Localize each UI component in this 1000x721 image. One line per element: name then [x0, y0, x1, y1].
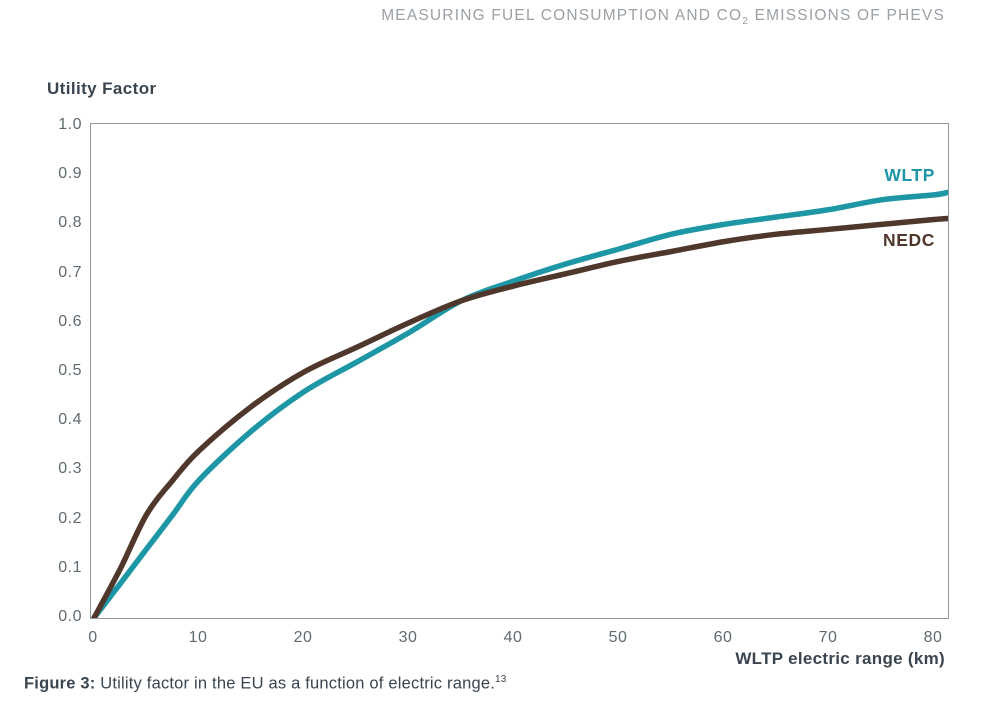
y-tick-label: 0.0: [58, 608, 82, 625]
y-tick-label: 0.3: [58, 460, 82, 478]
wltp-series-label: WLTP: [884, 165, 935, 185]
x-tick-label: 70: [818, 629, 838, 646]
figure-caption-text: Utility factor in the EU as a function o…: [95, 674, 496, 693]
x-tick-label: 30: [398, 629, 418, 646]
y-tick-label: 0.1: [58, 558, 82, 576]
y-tick-label: 0.9: [58, 165, 82, 183]
figure-caption: Figure 3: Utility factor in the EU as a …: [24, 674, 507, 694]
y-tick-label: 0.8: [58, 214, 82, 232]
running-header-subscript: 2: [742, 16, 750, 28]
running-header: MEASURING FUEL CONSUMPTION AND CO2 EMISS…: [381, 7, 945, 27]
y-tick-label: 0.2: [58, 509, 82, 527]
x-tick-label: 50: [608, 629, 628, 646]
x-tick-label: 80: [923, 629, 943, 646]
nedc-series-label: NEDC: [883, 230, 935, 250]
x-tick-label: 20: [293, 629, 313, 646]
figure-caption-label: Figure 3:: [24, 674, 96, 693]
running-header-text-1: MEASURING FUEL CONSUMPTION AND CO: [381, 7, 743, 24]
plot-area: [90, 123, 949, 619]
y-tick-label: 0.6: [58, 312, 82, 330]
x-axis-title: WLTP electric range (km): [735, 649, 945, 668]
x-tick-label: 60: [713, 629, 733, 646]
x-tick-label: 40: [503, 629, 523, 646]
y-tick-label: 1.0: [58, 116, 82, 133]
x-tick-label: 10: [188, 629, 208, 646]
wltp-curve: [91, 189, 948, 618]
x-tick-label: 0: [88, 629, 98, 646]
y-tick-label: 0.5: [58, 362, 82, 379]
y-axis-title: Utility Factor: [47, 79, 157, 98]
y-tick-label: 0.4: [58, 411, 82, 429]
figure-caption-superscript: 13: [495, 674, 507, 685]
running-header-text-2: EMISSIONS OF PHEVS: [749, 7, 945, 24]
line-chart-svg: [91, 189, 948, 618]
y-tick-label: 0.7: [58, 263, 82, 281]
nedc-curve: [91, 215, 948, 618]
